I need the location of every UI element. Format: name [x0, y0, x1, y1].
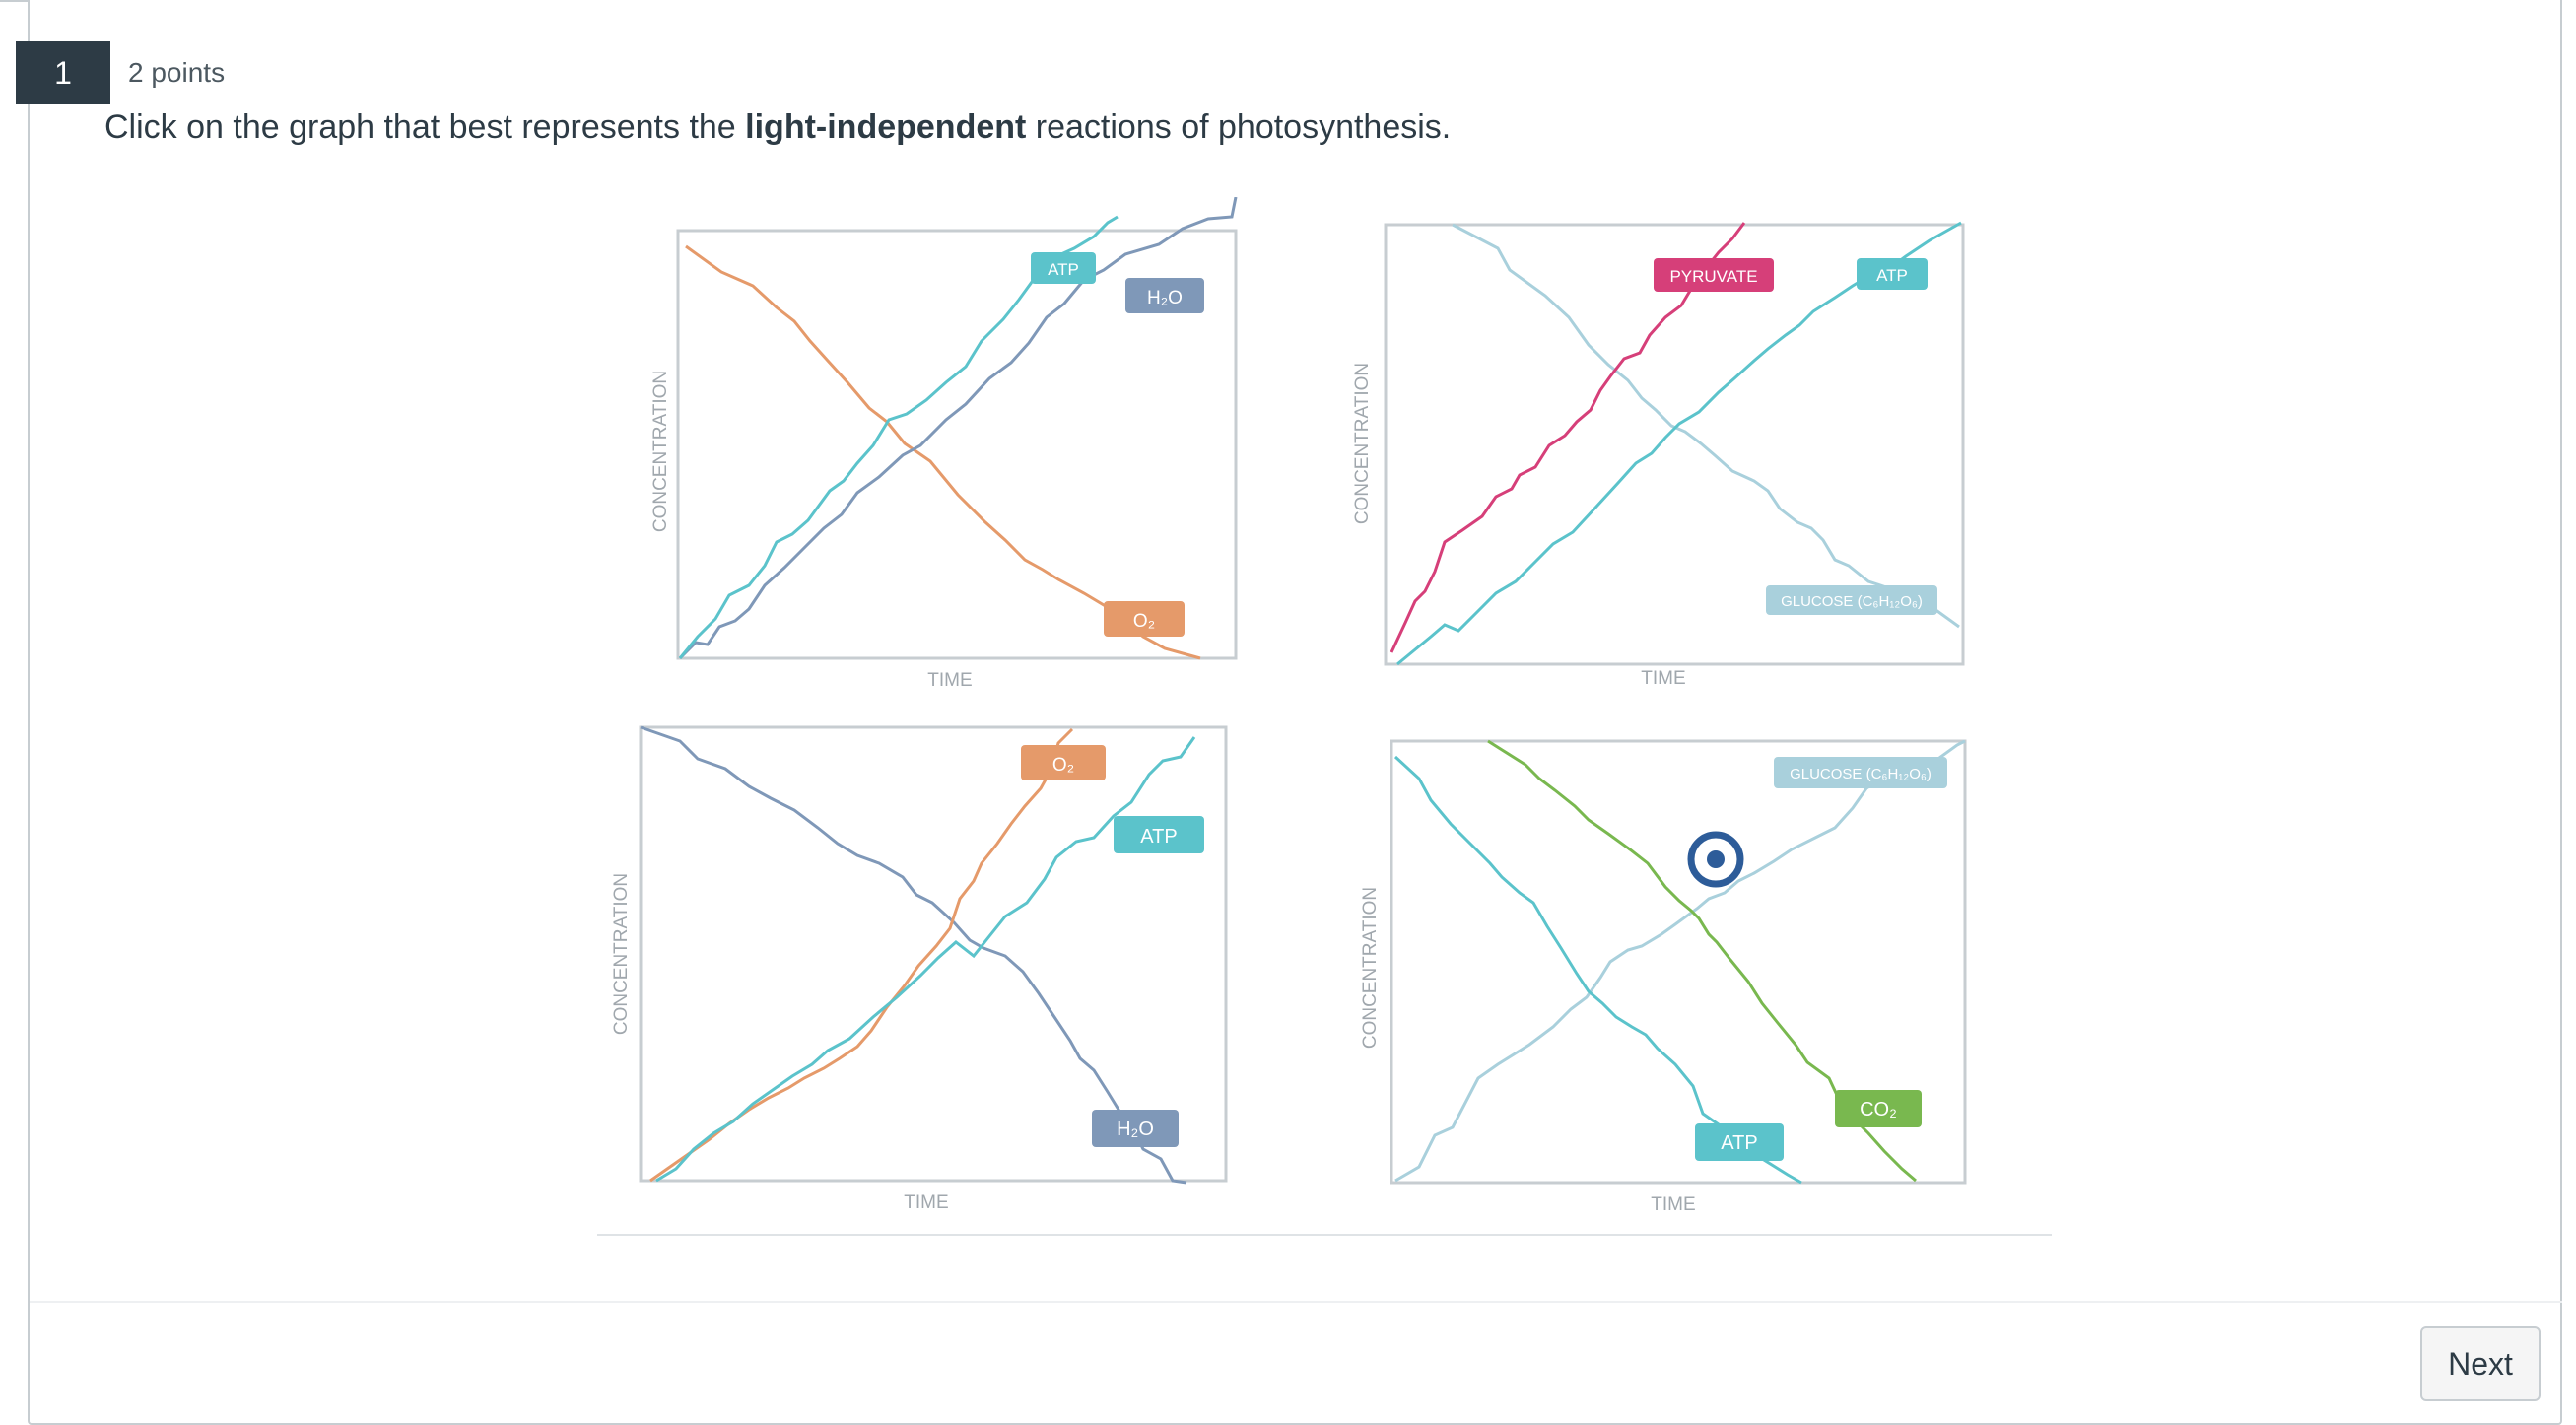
graph-bottom-left-o2-tag — [1021, 745, 1106, 780]
graph-top-right-pyruvate-tag — [1654, 258, 1774, 292]
hotspot-selection-marker[interactable] — [1687, 831, 1744, 888]
graph-top-left-label-o2: O₂ — [1133, 611, 1155, 632]
graph-top-left[interactable]: ATP H₂O O₂ CONCENTRATION TIME — [650, 196, 1238, 691]
graph-bottom-right-label-co2: CO₂ — [1860, 1099, 1897, 1120]
graph-top-right-glucose-line — [1452, 223, 1960, 629]
prompt-text-end: reactions of photosynthesis. — [1026, 108, 1452, 146]
graph-bottom-left-ylabel: CONCENTRATION — [611, 873, 632, 1035]
graph-bottom-right-label-atp: ATP — [1721, 1132, 1757, 1154]
graph-top-right-pyruvate-line — [1390, 222, 1746, 653]
image-bottom-divider — [597, 1234, 2052, 1236]
graph-top-right-atp-tag — [1857, 258, 1928, 290]
graph-top-right-label-atp: ATP — [1876, 266, 1908, 285]
graph-bottom-left-xlabel: TIME — [904, 1192, 948, 1213]
graph-top-left-o2-line — [685, 244, 1201, 660]
next-button[interactable]: Next — [2420, 1326, 2541, 1401]
hotspot-image[interactable]: ATP H₂O O₂ CONCENTRATION TIME PYRUVATE A… — [591, 196, 2060, 1242]
graph-top-left-xlabel: TIME — [927, 670, 972, 691]
graph-top-right-label-pyruvate: PYRUVATE — [1669, 267, 1757, 286]
graph-bottom-right-xlabel: TIME — [1651, 1194, 1695, 1215]
graph-top-left-h2o-line — [678, 196, 1238, 660]
question-number: 1 — [16, 41, 110, 104]
graph-bottom-left-h2o-tag — [1092, 1110, 1179, 1147]
graph-bottom-right-co2-tag — [1835, 1090, 1922, 1127]
graph-top-right-xlabel: TIME — [1641, 668, 1685, 689]
graph-bottom-left-label-h2o: H₂O — [1117, 1119, 1154, 1140]
prompt-text-start: Click on the graph that best represents … — [104, 108, 746, 146]
question-prompt: Click on the graph that best represents … — [104, 108, 1451, 147]
graphs-image[interactable]: ATP H₂O O₂ CONCENTRATION TIME PYRUVATE A… — [591, 196, 2060, 1242]
graph-bottom-left[interactable]: O₂ ATP H₂O CONCENTRATION TIME — [611, 725, 1228, 1213]
footer-divider — [30, 1301, 2562, 1303]
graph-top-left-ylabel: CONCENTRATION — [650, 371, 671, 532]
graph-top-left-atp-tag — [1031, 252, 1096, 284]
graph-top-left-label-h2o: H₂O — [1147, 288, 1183, 308]
graph-bottom-right-label-glucose: GLUCOSE (C₆H₁₂O₆) — [1790, 766, 1932, 782]
graph-bottom-left-label-atp: ATP — [1140, 826, 1177, 848]
graph-bottom-left-label-o2: O₂ — [1052, 755, 1074, 776]
graph-bottom-right[interactable]: GLUCOSE (C₆H₁₂O₆) CO₂ ATP CONCENTRATION … — [1360, 739, 1967, 1215]
graph-top-left-label-atp: ATP — [1048, 260, 1079, 279]
graph-bottom-left-atp-tag — [1114, 816, 1204, 853]
question-points: 2 points — [128, 57, 226, 88]
graph-top-right-glucose-tag — [1766, 585, 1937, 615]
graph-top-right-ylabel: CONCENTRATION — [1352, 363, 1373, 524]
graph-bottom-right-atp-tag — [1695, 1123, 1784, 1161]
graph-top-right-atp-line — [1396, 221, 1962, 666]
graph-bottom-right-ylabel: CONCENTRATION — [1360, 887, 1381, 1049]
graph-top-left-o2-tag — [1104, 601, 1185, 637]
question-card — [28, 0, 2562, 1425]
graph-bottom-left-atp-line — [655, 736, 1196, 1183]
prompt-text-bold: light-independent — [745, 108, 1027, 146]
graph-top-left-h2o-tag — [1125, 278, 1204, 313]
graph-bottom-right-glucose-tag — [1774, 757, 1947, 788]
graph-top-right-label-glucose: GLUCOSE (C₆H₁₂O₆) — [1781, 593, 1923, 610]
graph-top-right[interactable]: PYRUVATE ATP GLUCOSE (C₆H₁₂O₆) CONCENTRA… — [1352, 221, 1965, 689]
